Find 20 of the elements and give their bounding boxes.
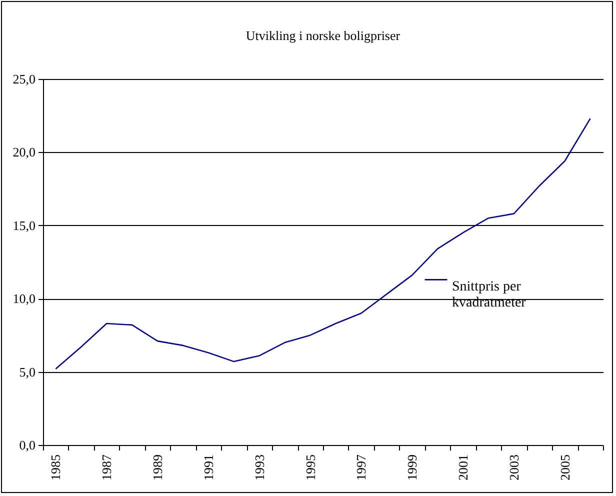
chart-title: Utvikling i norske boligpriser	[246, 28, 401, 43]
y-tick-label: 20,0	[12, 144, 36, 160]
legend-label: Snittpris per kvadratmeter	[452, 280, 526, 311]
line-series	[55, 118, 591, 370]
x-tick-label: 1999	[404, 454, 420, 480]
y-tick-label: 0,0	[19, 438, 36, 452]
x-tick-label: 2005	[557, 454, 572, 480]
x-tick-label: 1993	[252, 454, 267, 480]
x-tick-label: 2003	[506, 454, 522, 480]
x-tick-label: 1995	[302, 454, 318, 480]
x-tick-label: 2001	[456, 454, 470, 480]
y-tick-label: 15,0	[12, 218, 36, 233]
x-tick-label: 1997	[354, 454, 369, 480]
y-tick-label: 25,0	[12, 72, 36, 86]
x-tick-label: 1985	[48, 454, 64, 480]
x-tick-label: 1991	[200, 454, 216, 480]
y-tick-label: 5,0	[19, 364, 36, 380]
x-tick-label: 1989	[150, 454, 166, 480]
x-tick-label: 1987	[99, 454, 114, 480]
y-tick-label: 10,0	[12, 291, 36, 306]
